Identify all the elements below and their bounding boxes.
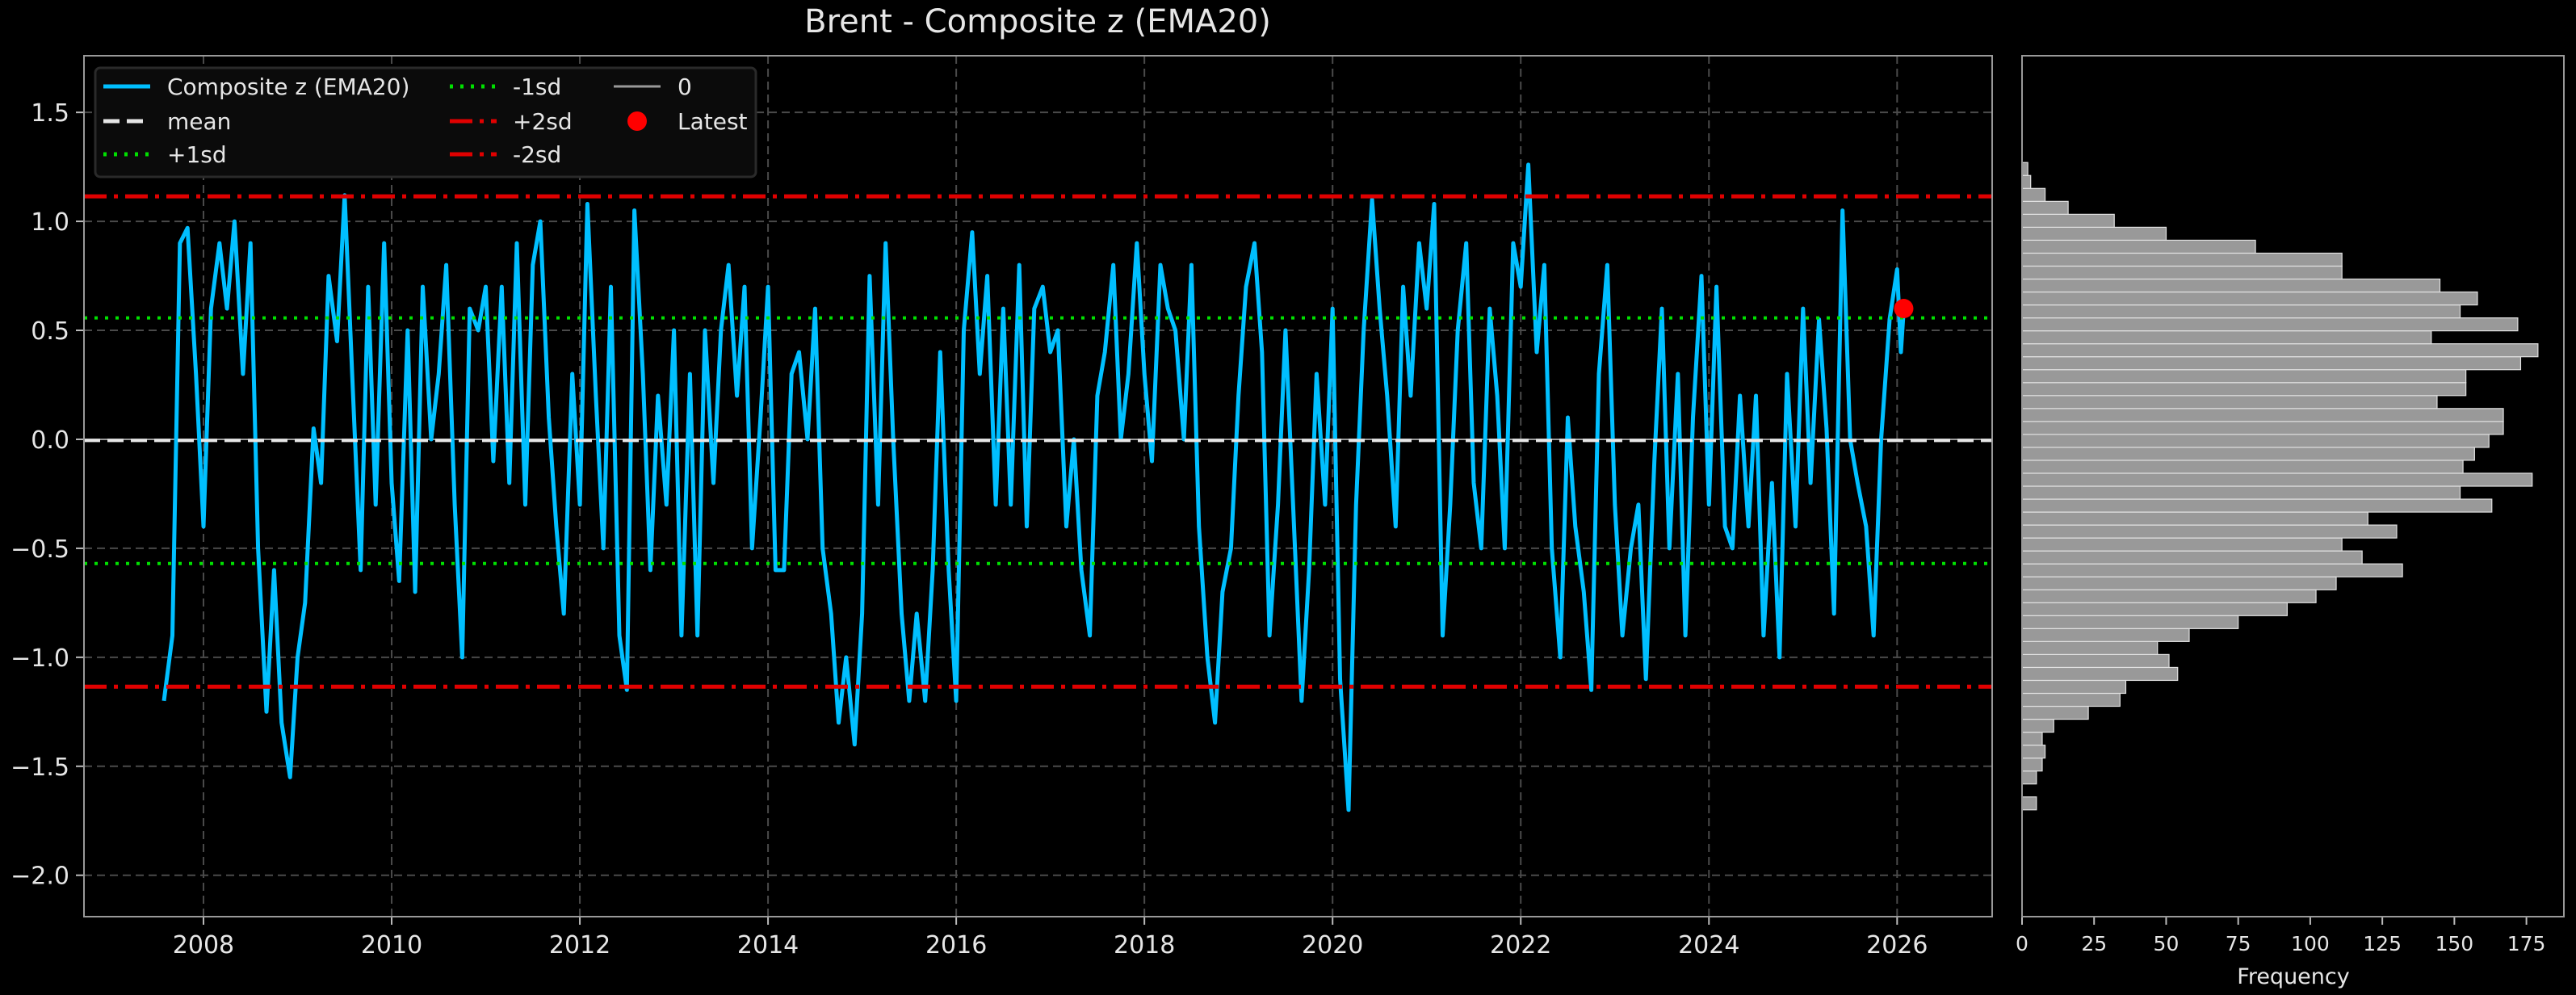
- histogram-bar: [2021, 770, 2037, 785]
- histogram-bar: [2021, 653, 2170, 669]
- histogram-bar: [2021, 382, 2467, 397]
- x-tick-label: 2010: [361, 931, 422, 959]
- histogram-bar: [2021, 705, 2089, 720]
- histogram-bar: [2021, 745, 2046, 759]
- histogram-bar: [2021, 369, 2467, 384]
- legend-latest-marker-icon: [627, 111, 647, 131]
- legend-label: 0: [678, 73, 692, 100]
- legend-label: Latest: [678, 108, 748, 135]
- histogram-bar: [2021, 239, 2256, 254]
- histogram-bar: [2021, 628, 2190, 642]
- histogram-bar: [2021, 162, 2028, 176]
- x-tick-label: 2020: [1302, 931, 1363, 959]
- legend-label: +1sd: [167, 141, 227, 168]
- latest-marker: [1894, 299, 1914, 319]
- histogram-bar: [2021, 498, 2493, 513]
- legend-label: mean: [167, 108, 231, 135]
- histogram-bar: [2021, 330, 2432, 345]
- hist-x-tick-label: 175: [2507, 932, 2546, 955]
- chart-title: Brent - Composite z (EMA20): [804, 3, 1271, 40]
- histogram-bar: [2021, 758, 2043, 772]
- y-tick-label: 0.5: [31, 317, 69, 346]
- histogram-bar: [2021, 615, 2239, 629]
- histogram-bar: [2021, 226, 2167, 241]
- histogram-bar: [2021, 265, 2343, 280]
- x-tick-label: 2018: [1114, 931, 1175, 959]
- histogram-frame: [2021, 55, 2565, 917]
- series-line-composite-z: [162, 162, 1906, 812]
- histogram-bar: [2021, 692, 2121, 707]
- histogram-bar: [2021, 666, 2179, 682]
- histogram-bar: [2021, 524, 2398, 539]
- legend-label: -2sd: [513, 141, 561, 168]
- histogram-bar: [2021, 174, 2032, 189]
- hist-x-tick-label: 100: [2291, 932, 2330, 955]
- legend-label: Composite z (EMA20): [167, 73, 409, 100]
- histogram-bar: [2021, 718, 2054, 733]
- histogram-bar: [2021, 460, 2464, 474]
- histogram-bar: [2021, 485, 2461, 500]
- x-tick-label: 2024: [1678, 931, 1739, 959]
- histogram-bar: [2021, 602, 2288, 616]
- main-plot: 2008 2010 2012 2014 2016 2018 2020 2022 2024 2026…: [10, 55, 1993, 959]
- hist-x-tick-label: 25: [2081, 932, 2107, 955]
- histogram-bar: [2021, 356, 2522, 371]
- x-tick-label: 2014: [737, 931, 799, 959]
- histogram-bar: [2021, 576, 2337, 590]
- histogram-bar: [2021, 511, 2368, 526]
- y-tick-label: 0.0: [31, 426, 69, 455]
- histogram-bar: [2021, 187, 2046, 202]
- hist-x-tick-label: 125: [2363, 932, 2402, 955]
- histogram-bar: [2021, 447, 2475, 461]
- histogram-bar: [2021, 472, 2533, 487]
- histogram-bar: [2021, 537, 2343, 552]
- y-tick-label: −0.5: [10, 535, 69, 564]
- histogram-bar: [2021, 731, 2043, 746]
- histogram-bar: [2021, 291, 2478, 306]
- legend-label: +2sd: [513, 108, 573, 135]
- hist-x-tick-label: 0: [2016, 932, 2028, 955]
- hist-x-tick-label: 150: [2435, 932, 2474, 955]
- y-tick-label: 1.5: [31, 99, 69, 128]
- histogram-bar: [2021, 589, 2317, 603]
- y-tick-label: −1.5: [10, 754, 69, 782]
- histogram-bar: [2021, 679, 2127, 695]
- hist-x-tick-label: 50: [2154, 932, 2180, 955]
- histogram-bar: [2021, 640, 2159, 655]
- y-tick-label: 1.0: [31, 208, 69, 237]
- histogram-bar: [2021, 200, 2069, 215]
- histogram-xlabel: Frequency: [2237, 964, 2350, 989]
- histogram-bar: [2021, 395, 2438, 409]
- main-plot-frame: [83, 55, 1993, 917]
- x-tick-label: 2012: [549, 931, 610, 959]
- x-tick-label: 2026: [1866, 931, 1928, 959]
- histogram-bar: [2021, 278, 2441, 293]
- y-tick-label: −1.0: [10, 644, 69, 673]
- histogram-bar: [2021, 408, 2504, 422]
- histogram-bar: [2021, 421, 2504, 435]
- hist-x-tick-label: 75: [2226, 932, 2251, 955]
- legend-label: -1sd: [513, 73, 561, 100]
- x-tick-label: 2008: [173, 931, 234, 959]
- histogram-bar: [2021, 343, 2539, 358]
- histogram-bar: [2021, 304, 2461, 319]
- histogram-bar: [2021, 434, 2490, 448]
- histogram-bar: [2021, 563, 2403, 577]
- legend: Composite z (EMA20) mean +1sd -1sd +2sd -2sd 0…: [94, 66, 757, 178]
- histogram-bar: [2021, 317, 2519, 332]
- histogram-bar: [2021, 252, 2343, 267]
- histogram-bar: [2021, 213, 2115, 228]
- x-tick-label: 2022: [1490, 931, 1551, 959]
- legend-box: [94, 66, 757, 178]
- histogram-bar: [2021, 796, 2037, 811]
- y-tick-label: −2.0: [10, 863, 69, 891]
- histogram-bar: [2021, 550, 2363, 565]
- histogram-plot: 0 25 50 75 100 125 150 175: [2016, 55, 2565, 955]
- x-tick-label: 2016: [925, 931, 987, 959]
